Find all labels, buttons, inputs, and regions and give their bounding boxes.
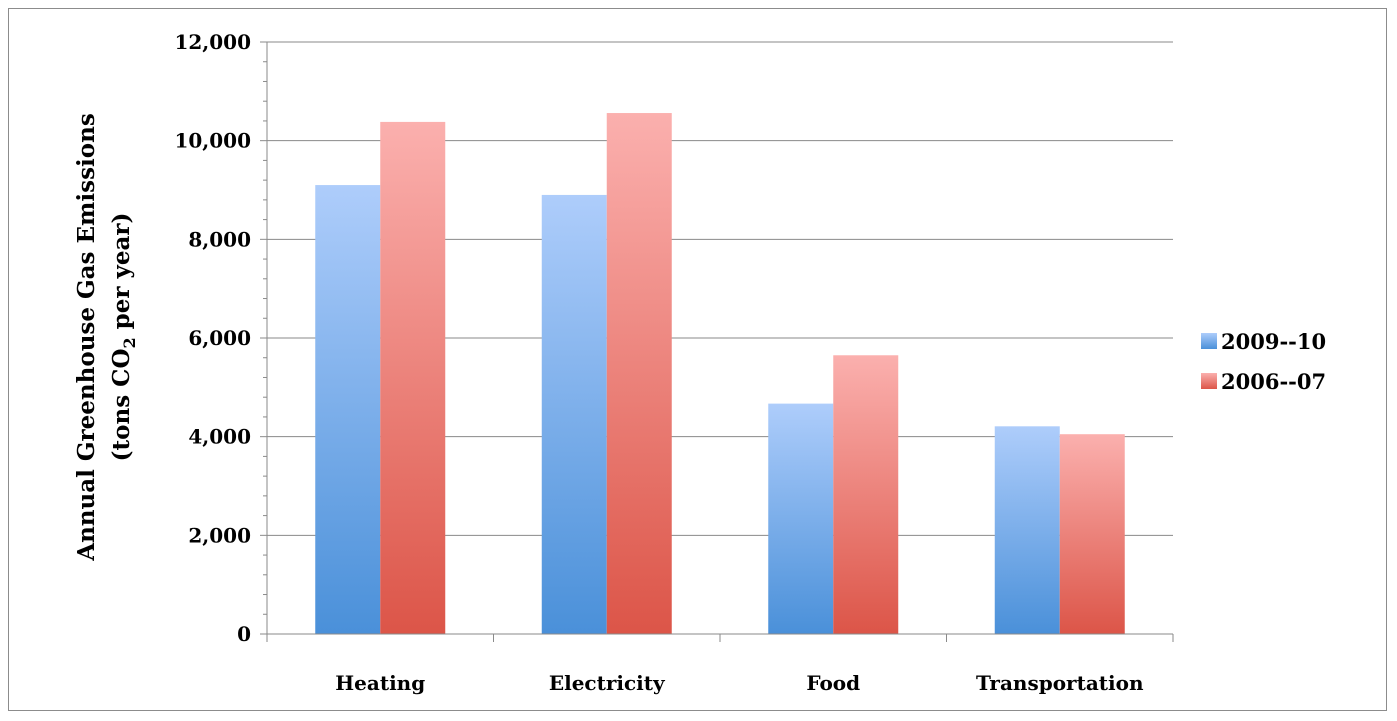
y-axis-label-line2: (tons CO2 per year) xyxy=(108,213,139,462)
bar-transportation-series-2 xyxy=(1059,434,1125,634)
y-tick-label: 8,000 xyxy=(188,227,251,251)
y-tick-label: 4,000 xyxy=(188,425,251,449)
category-label-heating: Heating xyxy=(335,671,425,695)
bar-transportation-series-1 xyxy=(994,426,1060,634)
y-tick-labels: 0 2,000 4,000 6,000 8,000 10,000 12,000 xyxy=(174,30,251,646)
y-axis-label-suffix: per year) xyxy=(108,213,135,338)
chart-frame: 0 2,000 4,000 6,000 8,000 10,000 12,000 Heatin… xyxy=(8,8,1387,711)
category-labels: Heating Electricity Food Transportation xyxy=(335,671,1144,695)
bar-food-series-2 xyxy=(833,355,899,634)
category-label-food: Food xyxy=(806,671,860,695)
y-tick-label: 0 xyxy=(237,622,251,646)
y-tick-label: 10,000 xyxy=(174,129,251,153)
bar-heating-series-2 xyxy=(380,121,446,635)
category-label-transportation: Transportation xyxy=(976,671,1144,695)
legend-swatch-series-1 xyxy=(1201,333,1217,349)
bar-heating-series-1 xyxy=(315,185,381,635)
category-label-electricity: Electricity xyxy=(549,671,666,695)
legend-label-series-1: 2009--10 xyxy=(1221,329,1326,354)
y-axis-label-prefix: (tons CO xyxy=(108,349,135,462)
axes xyxy=(260,41,1174,642)
bars xyxy=(315,113,1125,635)
y-axis-label: Annual Greenhouse Gas Emissions (tons CO… xyxy=(73,113,139,562)
y-axis-label-line1: Annual Greenhouse Gas Emissions xyxy=(73,113,100,562)
legend-swatch-series-2 xyxy=(1201,373,1217,389)
bar-food-series-1 xyxy=(768,403,834,634)
y-tick-label: 2,000 xyxy=(188,523,251,547)
y-axis-label-subscript: 2 xyxy=(120,337,139,348)
legend-label-series-2: 2006--07 xyxy=(1221,369,1326,394)
bar-electricity-series-1 xyxy=(541,194,607,634)
bar-electricity-series-2 xyxy=(606,113,672,635)
y-tick-label: 6,000 xyxy=(188,326,251,350)
y-tick-label: 12,000 xyxy=(174,30,251,54)
legend: 2009--10 2006--07 xyxy=(1201,329,1326,394)
bar-chart: 0 2,000 4,000 6,000 8,000 10,000 12,000 Heatin… xyxy=(73,30,1326,695)
